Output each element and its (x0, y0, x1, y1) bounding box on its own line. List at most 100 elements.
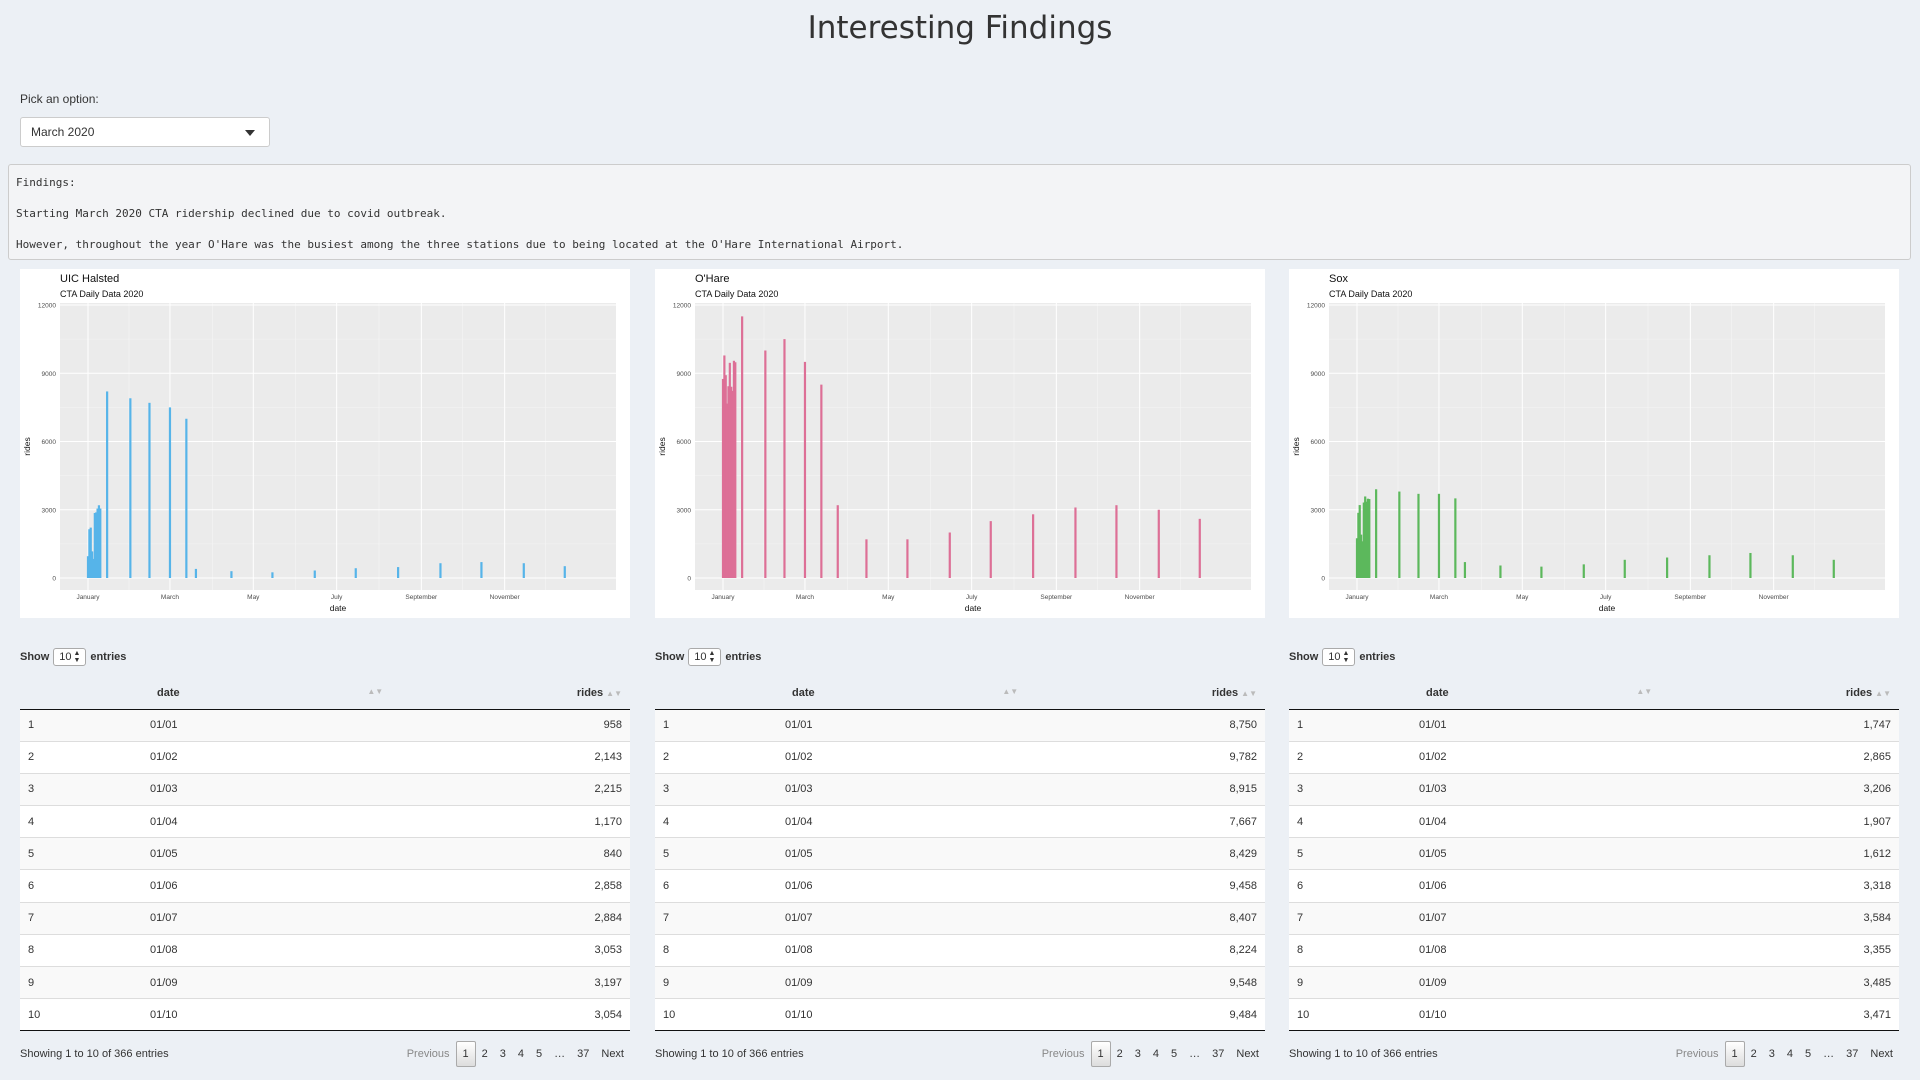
cell-index: 7 (655, 901, 785, 935)
bar (1359, 534, 1363, 578)
page-link-2[interactable]: 2 (1750, 1048, 1757, 1061)
next-button[interactable]: Next (1870, 1048, 1893, 1061)
page-size-select[interactable]: 10 ▲ ▼ (1322, 648, 1356, 666)
table-row[interactable]: 3 01/03 8,915 (655, 772, 1265, 806)
table-row[interactable]: 10 01/10 3,054 (20, 998, 630, 1032)
page-link-2[interactable]: 2 (481, 1048, 488, 1061)
table-row[interactable]: 5 01/05 1,612 (1289, 837, 1899, 870)
sort-icon: ▲▼ (1875, 688, 1891, 698)
page-link-37[interactable]: 37 (1212, 1048, 1225, 1061)
table-row[interactable]: 3 01/03 3,206 (1289, 772, 1899, 806)
bar (1708, 555, 1711, 578)
table-row[interactable]: 2 01/02 2,143 (20, 740, 630, 774)
bar (723, 355, 726, 578)
page-link-4[interactable]: 4 (1152, 1048, 1159, 1061)
period-select[interactable]: March 2020 (20, 117, 270, 147)
cell-date: 01/01 (1419, 708, 1656, 742)
y-tick-label: 6000 (42, 439, 57, 446)
table-row[interactable]: 7 01/07 3,584 (1289, 901, 1899, 935)
column-header-index (1289, 677, 1419, 710)
table-row[interactable]: 8 01/08 8,224 (655, 933, 1265, 967)
cell-date: 01/09 (1419, 965, 1656, 999)
table-info: Showing 1 to 10 of 366 entries (20, 1048, 169, 1061)
column-header-rides[interactable]: rides ▲▼ (386, 677, 630, 710)
page-link-37[interactable]: 37 (577, 1048, 590, 1061)
table-row[interactable]: 6 01/06 9,458 (655, 869, 1265, 903)
table-row[interactable]: 6 01/06 3,318 (1289, 869, 1899, 903)
table-row[interactable]: 1 01/01 958 (20, 708, 630, 742)
cell-date: 01/07 (785, 901, 1022, 935)
chart-title: O'Hare (695, 273, 730, 285)
entries-label: entries (90, 651, 127, 663)
page-link-2[interactable]: 2 (1116, 1048, 1123, 1061)
page-link-3[interactable]: 3 (1768, 1048, 1775, 1061)
page-link-1[interactable]: 1 (1724, 1041, 1745, 1068)
cell-rides: 2,143 (386, 740, 630, 774)
x-tick-label: May (1516, 594, 1529, 601)
bar (783, 339, 786, 578)
y-axis-label: rides (657, 437, 667, 455)
table-row[interactable]: 9 01/09 3,197 (20, 965, 630, 999)
cell-index: 10 (655, 998, 785, 1032)
table-row[interactable]: 1 01/01 1,747 (1289, 708, 1899, 742)
table-row[interactable]: 7 01/07 8,407 (655, 901, 1265, 935)
page-link-4[interactable]: 4 (517, 1048, 524, 1061)
next-button[interactable]: Next (601, 1048, 624, 1061)
x-tick-label: May (247, 594, 260, 601)
bar (1417, 493, 1420, 578)
table-row[interactable]: 8 01/08 3,053 (20, 933, 630, 967)
table-row[interactable]: 8 01/08 3,355 (1289, 933, 1899, 967)
x-tick-label: July (966, 594, 978, 601)
column-header-date[interactable]: date ▲▼ (785, 677, 1022, 710)
cell-index: 6 (20, 869, 150, 903)
page-link-1[interactable]: 1 (455, 1041, 476, 1068)
table-row[interactable]: 5 01/05 8,429 (655, 837, 1265, 870)
page-link-5[interactable]: 5 (1171, 1048, 1178, 1061)
cell-rides: 1,907 (1655, 805, 1899, 838)
table-row[interactable]: 1 01/01 8,750 (655, 708, 1265, 742)
bar (148, 402, 151, 578)
x-tick-label: March (1430, 594, 1448, 601)
bar (1623, 559, 1626, 578)
cell-date: 01/01 (150, 708, 387, 742)
page-link-4[interactable]: 4 (1786, 1048, 1793, 1061)
table-row[interactable]: 6 01/06 2,858 (20, 869, 630, 903)
plot-background (695, 303, 1251, 590)
table-row[interactable]: 4 01/04 7,667 (655, 805, 1265, 838)
cell-index: 9 (655, 965, 785, 999)
bar (803, 361, 807, 578)
cell-index: 10 (1289, 998, 1419, 1032)
table-row[interactable]: 2 01/02 2,865 (1289, 740, 1899, 774)
table-row[interactable]: 2 01/02 9,782 (655, 740, 1265, 774)
column-header-date[interactable]: date ▲▼ (150, 677, 387, 710)
page-size-select[interactable]: 10 ▲ ▼ (688, 648, 722, 666)
y-axis-label: rides (22, 437, 32, 455)
chart-panel-sox: Sox CTA Daily Data 2020 0 3000 6000 9000 12000… (1289, 269, 1899, 618)
table-row[interactable]: 7 01/07 2,884 (20, 901, 630, 935)
page-size-value: 10 (694, 651, 707, 663)
cell-date: 01/08 (150, 933, 387, 967)
table-row[interactable]: 4 01/04 1,170 (20, 805, 630, 838)
column-header-rides[interactable]: rides ▲▼ (1655, 677, 1899, 710)
cell-index: 6 (1289, 869, 1419, 903)
column-header-rides[interactable]: rides ▲▼ (1021, 677, 1265, 710)
table-row[interactable]: 4 01/04 1,907 (1289, 805, 1899, 838)
table-row[interactable]: 10 01/10 3,471 (1289, 998, 1899, 1032)
column-header-date[interactable]: date ▲▼ (1419, 677, 1656, 710)
page-link-3[interactable]: 3 (499, 1048, 506, 1061)
page-link-5[interactable]: 5 (1805, 1048, 1812, 1061)
table-row[interactable]: 5 01/05 840 (20, 837, 630, 870)
page-link-1[interactable]: 1 (1090, 1041, 1111, 1068)
chart-subtitle: CTA Daily Data 2020 (695, 289, 778, 299)
page-link-3[interactable]: 3 (1134, 1048, 1141, 1061)
table-row[interactable]: 9 01/09 3,485 (1289, 965, 1899, 999)
table-row[interactable]: 9 01/09 9,548 (655, 965, 1265, 999)
page-link-37[interactable]: 37 (1846, 1048, 1859, 1061)
page-size-select[interactable]: 10 ▲ ▼ (53, 648, 87, 666)
cell-date: 01/08 (785, 933, 1022, 967)
table-row[interactable]: 10 01/10 9,484 (655, 998, 1265, 1032)
bar (88, 529, 91, 578)
next-button[interactable]: Next (1236, 1048, 1259, 1061)
page-link-5[interactable]: 5 (536, 1048, 543, 1061)
table-row[interactable]: 3 01/03 2,215 (20, 772, 630, 806)
